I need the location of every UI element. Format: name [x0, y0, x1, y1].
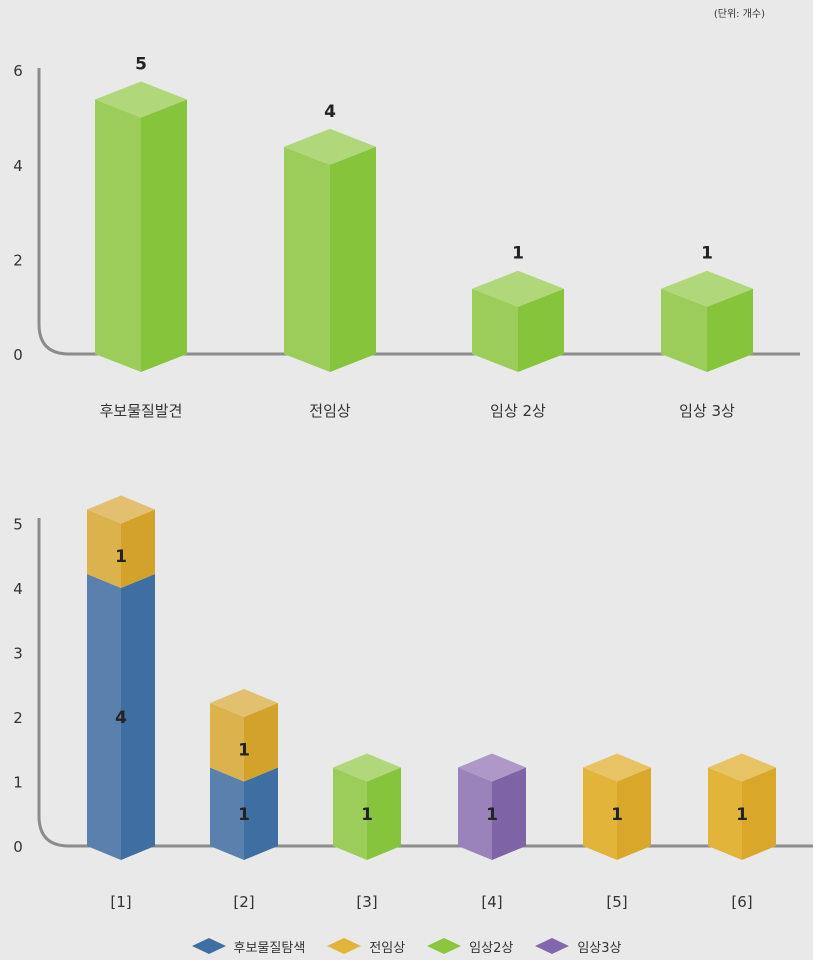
legend-label: 임상3상 — [577, 940, 622, 956]
legend-item-phase3: 임상3상 — [535, 936, 621, 956]
bar-face-front — [583, 767, 617, 860]
x-tick-label: [2] — [233, 893, 254, 911]
bar-face-top — [95, 81, 187, 118]
bar — [284, 128, 376, 372]
bar-face-side — [518, 288, 564, 372]
axis-line — [37, 518, 813, 848]
legend-label: 임상2상 — [469, 940, 514, 956]
segment-label: 1 — [736, 805, 748, 825]
bar-face-top — [708, 753, 776, 782]
legend: 후보물질탐색 전임상 임상2상 임상3상 — [0, 936, 813, 956]
bar-face-front — [87, 574, 121, 860]
bar-face-side — [244, 703, 278, 782]
bar-face-top — [333, 753, 401, 782]
x-tick-label: 임상 3상 — [679, 402, 735, 420]
bar-face-top — [472, 270, 564, 307]
bar-face-front — [95, 99, 141, 372]
axis-line — [37, 68, 800, 356]
bar-face-front — [87, 509, 121, 588]
stacked-bar — [210, 689, 278, 860]
data-label: 4 — [324, 102, 336, 122]
stacked-bar — [87, 495, 155, 860]
y-tick-label: 5 — [13, 516, 23, 534]
data-label: 5 — [135, 55, 147, 75]
bar-face-side — [617, 767, 651, 860]
segment-label: 1 — [115, 547, 127, 567]
legend-label: 전임상 — [369, 940, 406, 956]
y-tick-label: 2 — [13, 251, 23, 269]
legend-item-preclinical: 전임상 — [327, 936, 405, 956]
bar-face-front — [472, 288, 518, 372]
x-tick-label: 후보물질발견 — [100, 402, 183, 420]
bar — [95, 81, 187, 372]
stacked-bar — [708, 753, 776, 860]
bar-face-side — [742, 767, 776, 860]
bar-face-front — [210, 767, 244, 860]
data-label: 1 — [512, 244, 524, 264]
data-label: 1 — [701, 244, 713, 264]
bar-face-front — [284, 146, 330, 372]
x-tick-label: [3] — [356, 893, 377, 911]
segment-label: 1 — [238, 740, 250, 760]
stacked-bar — [583, 753, 651, 860]
bar-face-side — [244, 767, 278, 860]
y-tick-label: 1 — [13, 774, 23, 792]
stacked-bar — [333, 753, 401, 860]
bar-face-top — [458, 753, 526, 782]
segment-label: 1 — [361, 805, 373, 825]
bar — [472, 270, 564, 372]
legend-item-candidate: 후보물질탐색 — [191, 936, 306, 956]
bar-face-top — [583, 753, 651, 782]
bar-face-side — [367, 767, 401, 860]
bar-face-front — [458, 767, 492, 860]
bar-face-side — [492, 767, 526, 860]
bar-face-front — [210, 703, 244, 782]
y-tick-label: 3 — [13, 645, 23, 663]
segment-label: 1 — [486, 805, 498, 825]
y-tick-label: 0 — [13, 838, 23, 856]
x-tick-label: [1] — [110, 893, 131, 911]
y-tick-label: 6 — [13, 62, 23, 80]
x-tick-label: 임상 2상 — [490, 402, 546, 420]
bar-face-front — [708, 767, 742, 860]
bar-face-front — [333, 767, 367, 860]
y-tick-label: 4 — [13, 157, 23, 175]
legend-swatch-icon — [327, 938, 362, 954]
bar-face-side — [121, 509, 155, 588]
bar-face-front — [661, 288, 707, 372]
y-tick-label: 4 — [13, 580, 23, 598]
legend-swatch-icon — [191, 938, 226, 954]
legend-item-phase2: 임상2상 — [427, 936, 513, 956]
y-tick-label: 2 — [13, 709, 23, 727]
bar-face-side — [707, 288, 753, 372]
bar-face-top — [661, 270, 753, 307]
x-tick-label: [6] — [731, 893, 752, 911]
legend-label: 후보물질탐색 — [233, 940, 306, 956]
y-tick-label: 0 — [13, 346, 23, 364]
bar-face-side — [121, 574, 155, 860]
stacked-bar — [458, 753, 526, 860]
segment-label: 1 — [611, 805, 623, 825]
bar-face-top — [87, 495, 155, 524]
segment-label: 4 — [115, 708, 127, 728]
bar — [661, 270, 753, 372]
legend-swatch-icon — [427, 938, 462, 954]
segment-label: 1 — [238, 805, 250, 825]
bar-face-side — [330, 146, 376, 372]
unit-label: (단위: 개수) — [713, 9, 765, 20]
bar-face-top — [284, 128, 376, 165]
x-tick-label: [5] — [606, 893, 627, 911]
legend-swatch-icon — [535, 938, 570, 954]
bar-face-side — [141, 99, 187, 372]
bar-face-top — [210, 689, 278, 717]
x-tick-label: 전임상 — [309, 402, 351, 420]
x-tick-label: [4] — [481, 893, 502, 911]
